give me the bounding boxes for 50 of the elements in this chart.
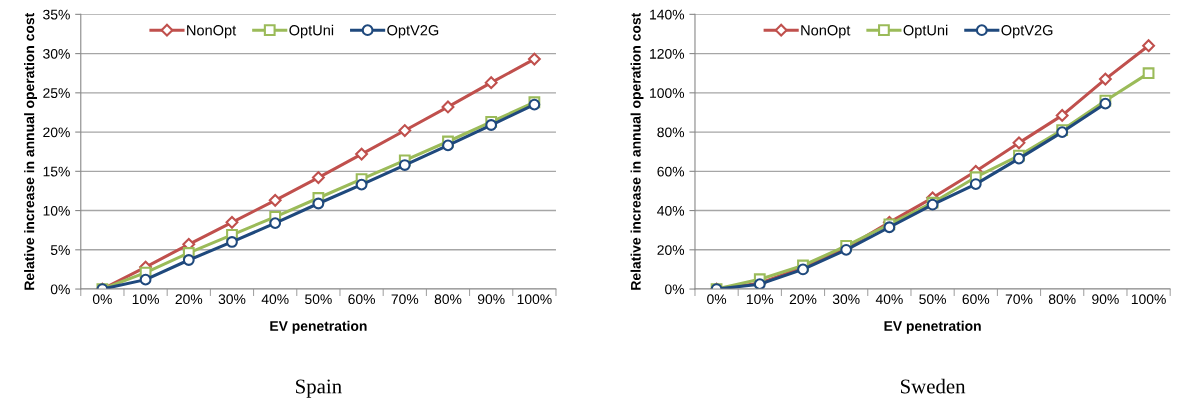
y-tick-label: 10% [43, 205, 70, 216]
y-tick-label: 120% [650, 48, 685, 59]
x-tick-label: 40% [875, 294, 903, 305]
x-axis-title: EV penetration [884, 320, 981, 334]
y-tick-label: 20% [43, 127, 70, 138]
y-tick-label: 20% [657, 245, 685, 255]
y-axis-title: Relative increase in annual operation cost [630, 12, 644, 290]
legend-label: NonOpt [187, 25, 237, 39]
x-tick-label: 80% [1048, 294, 1076, 305]
legend-label: OptUni [289, 24, 334, 39]
y-tick-label: 100% [650, 88, 685, 98]
y-tick-label: 40% [657, 205, 685, 216]
x-tick-label: 60% [348, 294, 375, 305]
x-tick-label: 10% [132, 294, 159, 305]
x-tick-label: 10% [746, 294, 774, 305]
x-tick-label: 100% [1131, 294, 1166, 305]
y-tick-label: 35% [43, 9, 70, 20]
text: Spain [296, 379, 342, 398]
y-tick-label: 15% [43, 166, 70, 177]
legend-label: NonOpt [801, 25, 851, 39]
x-tick-label: 90% [477, 294, 505, 305]
x-tick-label: 20% [789, 294, 817, 305]
x-tick-label: 30% [218, 294, 246, 305]
x-tick-label: 60% [962, 294, 990, 305]
y-tick-label: 60% [657, 166, 685, 177]
x-tick-label: 20% [175, 294, 203, 305]
x-tick-label: 50% [919, 294, 946, 305]
legend-label: OptUni [903, 24, 948, 39]
y-tick-label: 5% [50, 245, 70, 255]
y-tick-label: 30% [43, 48, 70, 59]
y-tick-label: 25% [43, 88, 70, 98]
legend-label: OptV2G [387, 25, 439, 39]
y-axis-title: Relative increase in annual operation cost [24, 12, 38, 290]
x-tick-label: 70% [1005, 294, 1033, 305]
x-tick-label: 80% [434, 294, 462, 305]
y-tick-label: 0% [50, 284, 70, 295]
y-tick-label: 140% [650, 9, 685, 20]
x-tick-label: 90% [1092, 294, 1119, 305]
x-tick-label: 0% [707, 294, 727, 305]
text: Sweden [900, 378, 966, 394]
x-tick-label: 30% [832, 294, 860, 305]
x-tick-label: 50% [305, 294, 332, 305]
y-tick-label: 0% [665, 284, 685, 295]
y-tick-label: 80% [657, 127, 685, 138]
x-tick-label: 40% [261, 294, 289, 305]
x-tick-label: 100% [517, 294, 552, 305]
x-axis-title: EV penetration [270, 320, 367, 334]
x-tick-label: 70% [391, 294, 419, 305]
legend-label: OptV2G [1001, 25, 1053, 39]
x-tick-label: 0% [92, 294, 112, 305]
